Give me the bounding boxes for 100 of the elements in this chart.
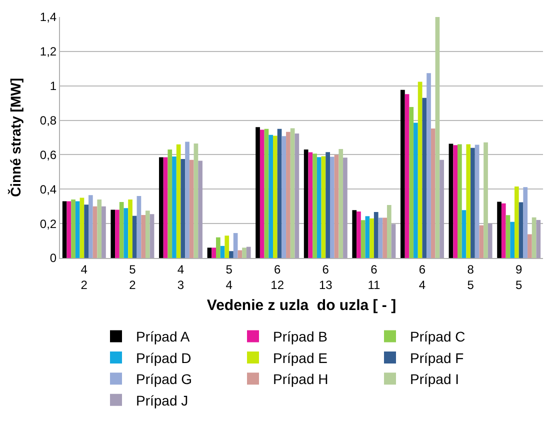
bar [242, 248, 246, 258]
bar [260, 130, 264, 258]
x-tick-label: 5 2 [129, 262, 136, 292]
y-tick-label: 0,2 [40, 216, 57, 231]
bar [224, 236, 230, 258]
bar [273, 136, 278, 258]
bar [282, 136, 286, 258]
bar [440, 160, 444, 258]
legend-label: Prípad F [410, 350, 464, 366]
bar [294, 134, 300, 258]
bar [233, 233, 238, 258]
y-tick-label: 1 [50, 79, 57, 94]
bar [365, 216, 370, 258]
bar [510, 222, 514, 258]
bar [528, 234, 532, 258]
bar [501, 203, 506, 258]
bar [422, 98, 427, 258]
bar [382, 218, 387, 258]
bar [124, 208, 128, 258]
x-tick-label: 6 12 [270, 262, 284, 292]
bar [466, 144, 471, 258]
bar [418, 82, 422, 258]
bar [92, 206, 98, 258]
bar [286, 132, 290, 258]
bar [378, 218, 383, 258]
bar [518, 202, 524, 258]
bar [189, 160, 194, 258]
x-tick-label: 4 2 [80, 262, 88, 292]
bar [115, 210, 120, 258]
bar [229, 251, 234, 258]
bar [316, 157, 322, 258]
bar [62, 201, 67, 258]
bar [370, 218, 374, 258]
bar [110, 210, 116, 258]
bar [290, 128, 295, 258]
bar [374, 212, 378, 258]
x-tick-label: 8 5 [467, 262, 474, 292]
bar [479, 225, 484, 258]
bar [386, 204, 392, 258]
bar [145, 210, 150, 258]
bar [523, 187, 528, 258]
bar [80, 198, 84, 258]
bar [352, 210, 357, 258]
legend-label: Prípad C [410, 328, 466, 345]
bar [536, 220, 541, 258]
bar [88, 195, 93, 258]
bar [268, 134, 273, 258]
bar [132, 216, 137, 258]
y-tick-label: 0,6 [40, 148, 57, 162]
bar [409, 107, 414, 258]
bar [435, 17, 440, 258]
bar [102, 206, 106, 258]
bar [360, 220, 366, 258]
bar [321, 156, 326, 258]
bar [514, 186, 519, 258]
bar [462, 210, 466, 258]
bar [304, 150, 308, 258]
bar [308, 152, 313, 258]
y-tick-label: 1,2 [40, 44, 57, 59]
bar [264, 128, 269, 258]
legend-label: Prípad G [136, 371, 192, 388]
bar [75, 201, 80, 258]
bar [326, 152, 330, 258]
bar [448, 144, 454, 258]
bar [330, 156, 334, 258]
bar [404, 94, 410, 258]
bar [458, 144, 462, 258]
bar [484, 142, 488, 258]
bar [172, 156, 176, 258]
legend-label: Prípad J [136, 392, 188, 408]
bar [470, 148, 475, 258]
bar [176, 144, 181, 258]
bar [198, 160, 202, 258]
x-axis-title: Vedenie z uzla do uzla [ - ] [206, 297, 396, 314]
bar [168, 150, 172, 258]
bar [128, 199, 132, 258]
bar [334, 154, 339, 258]
bar [136, 196, 142, 258]
bar [185, 142, 190, 258]
x-tick-label: 9 5 [516, 262, 523, 292]
bar [426, 73, 431, 258]
y-tick-label: 0,4 [40, 182, 57, 196]
bar [238, 250, 242, 258]
bar [163, 157, 168, 258]
x-tick-label: 4 3 [177, 262, 184, 292]
bar [453, 145, 458, 258]
legend-label: Prípad D [136, 350, 192, 366]
bar [400, 90, 405, 258]
legend-label: Prípad A [136, 328, 190, 345]
x-tick-label: 5 4 [226, 262, 233, 292]
bar [216, 237, 220, 258]
bar [220, 246, 225, 258]
bar [506, 215, 510, 258]
legend-label: Prípad E [273, 350, 328, 366]
bar [141, 214, 146, 258]
bar [277, 128, 282, 258]
bar [150, 214, 154, 258]
bar [212, 248, 216, 258]
x-tick-label: 6 13 [318, 262, 333, 292]
bar [66, 201, 72, 258]
